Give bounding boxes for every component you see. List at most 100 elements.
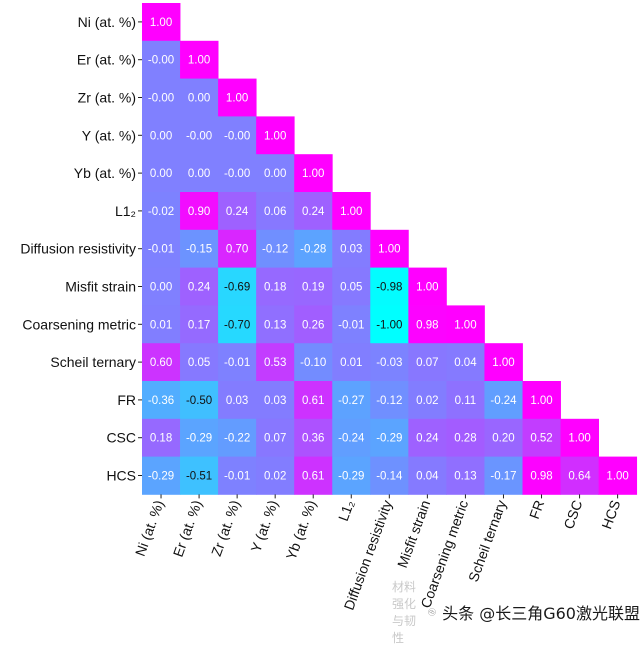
cell-value-label: 0.13 [454, 471, 476, 483]
cell-value-label: 0.05 [340, 282, 362, 294]
heatmap-cell [218, 418, 257, 457]
heatmap-cell [218, 229, 257, 268]
cell-value-label: 0.64 [568, 471, 591, 483]
row-label-hcs: HCS [106, 468, 136, 484]
cell-value-label: -0.00 [186, 130, 212, 142]
cell-value-label: -0.00 [224, 168, 250, 180]
heatmap-cell [446, 418, 485, 457]
heatmap-cell [484, 418, 523, 457]
heatmap-cell [370, 305, 409, 344]
heatmap-cell [256, 456, 295, 495]
column-label-yb-at: Yb (at. %) [283, 498, 319, 562]
heatmap-cell [522, 418, 561, 457]
heatmap-cell [522, 456, 561, 495]
column-label-y-at: Y (at. %) [247, 498, 281, 554]
cell-value-label: 0.04 [416, 471, 439, 483]
cell-value-label: 1.00 [188, 55, 210, 67]
heatmap-cell [294, 229, 333, 268]
cell-value-label: -0.02 [148, 206, 174, 218]
cell-value-label: 1.00 [378, 244, 400, 256]
heatmap-cell [256, 381, 295, 420]
heatmap-cell [446, 305, 485, 344]
cell-value-label: -0.00 [148, 55, 174, 67]
cell-value-label: 0.18 [264, 282, 286, 294]
heatmap-cell [218, 381, 257, 420]
row-label-yb-at: Yb (at. %) [74, 165, 136, 181]
cell-value-label: 0.02 [416, 395, 438, 407]
heatmap-cell [332, 229, 371, 268]
row-label-misfit-strain: Misfit strain [65, 279, 136, 295]
heatmap-cells: 1.00 -0.00 1.00 -0.00 0.00 1.00 0.00 -0.00 -0.00… [142, 3, 638, 495]
heatmap-cell [142, 381, 181, 420]
heatmap-cell [180, 343, 219, 382]
cell-value-label: -0.01 [148, 244, 174, 256]
cell-value-label: 1.00 [340, 206, 362, 218]
heatmap-cell [142, 229, 181, 268]
row-label-er-at: Er (at. %) [77, 52, 136, 68]
heatmap-cell [332, 343, 371, 382]
cell-value-label: -0.51 [186, 471, 212, 483]
heatmap-cell [370, 381, 409, 420]
column-label-hcs: HCS [598, 498, 623, 531]
heatmap-cell [142, 192, 181, 231]
column-label-l1: L1₂ [335, 498, 357, 523]
cell-value-label: 1.00 [226, 93, 248, 105]
heatmap-cell [484, 343, 523, 382]
row-label-zr-at: Zr (at. %) [78, 90, 136, 106]
heatmap-cell [598, 456, 638, 495]
cell-value-label: 0.52 [530, 433, 552, 445]
cell-value-label: 0.70 [226, 244, 248, 256]
cell-value-label: -0.29 [148, 471, 174, 483]
heatmap-cell [446, 381, 485, 420]
heatmap-cell [142, 40, 181, 79]
cell-value-label: 1.00 [416, 282, 438, 294]
heatmap-cell [522, 381, 561, 420]
heatmap-cell [142, 116, 181, 155]
watermark-faded-text: 材料强化与韧性 [392, 580, 417, 645]
cell-value-label: 0.00 [150, 168, 172, 180]
cell-value-label: 0.26 [302, 319, 324, 331]
heatmap-cell [332, 305, 371, 344]
cell-value-label: 0.00 [188, 168, 210, 180]
cell-value-label: 0.61 [302, 395, 324, 407]
row-label-fr: FR [117, 392, 136, 408]
heatmap-cell [180, 154, 219, 193]
heatmap-cell [294, 381, 333, 420]
cell-value-label: -0.22 [224, 433, 250, 445]
cell-value-label: 0.07 [264, 433, 286, 445]
heatmap-cell [332, 192, 371, 231]
heatmap-cell [256, 116, 295, 155]
heatmap-cell [408, 418, 447, 457]
heatmap-cell [370, 456, 409, 495]
cell-value-label: -0.27 [338, 395, 364, 407]
cell-value-label: -0.98 [376, 282, 402, 294]
cell-value-label: -0.00 [148, 93, 174, 105]
chat-bubble-icon [428, 608, 437, 616]
cell-value-label: 0.02 [264, 471, 286, 483]
heatmap-cell [484, 456, 523, 495]
cell-value-label: 1.00 [568, 433, 590, 445]
cell-value-label: -0.12 [262, 244, 288, 256]
heatmap-cell [142, 456, 181, 495]
heatmap-cell [408, 267, 447, 306]
cell-value-label: -0.36 [148, 395, 174, 407]
cell-value-label: 0.18 [150, 433, 172, 445]
cell-value-label: -0.01 [338, 319, 364, 331]
heatmap-cell [180, 40, 219, 79]
cell-value-label: 0.28 [454, 433, 476, 445]
heatmap-cell [218, 78, 257, 117]
cell-value-label: -0.24 [490, 395, 517, 407]
heatmap-cell [408, 305, 447, 344]
heatmap-cell [180, 229, 219, 268]
heatmap-cell [332, 381, 371, 420]
heatmap-cell [180, 381, 219, 420]
cell-value-label: -0.50 [186, 395, 212, 407]
cell-value-label: 1.00 [302, 168, 324, 180]
column-label-ni-at: Ni (at. %) [132, 498, 167, 558]
cell-value-label: 0.00 [150, 282, 172, 294]
cell-value-label: 0.24 [416, 433, 439, 445]
cell-value-label: -0.17 [490, 471, 516, 483]
cell-value-label: 0.60 [150, 357, 172, 369]
cell-value-label: -0.69 [224, 282, 250, 294]
heatmap-cell [332, 456, 371, 495]
